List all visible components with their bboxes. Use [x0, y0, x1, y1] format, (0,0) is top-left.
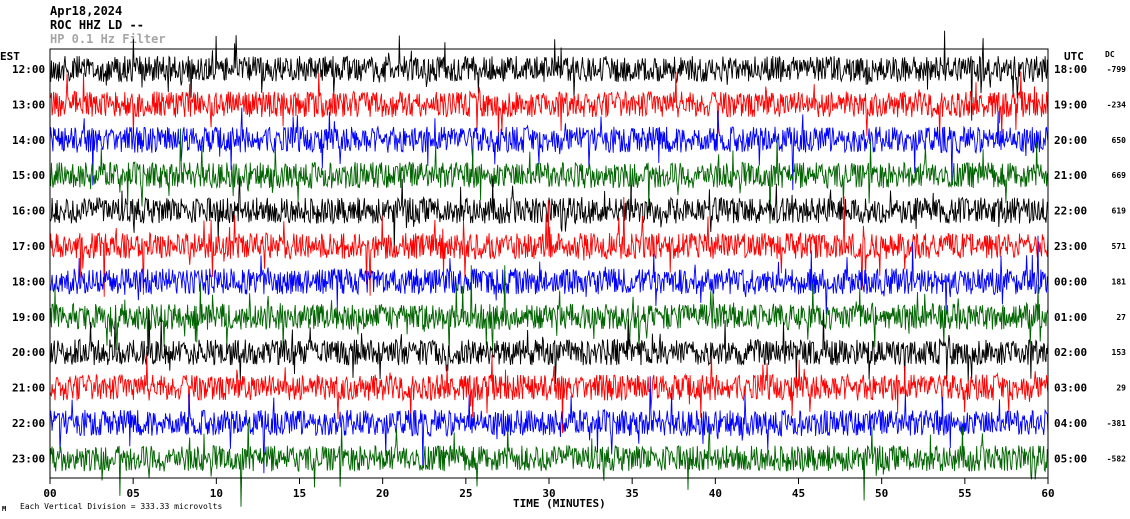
dc-value: -799	[1107, 65, 1126, 74]
utc-label: 19:00	[1054, 98, 1087, 111]
dc-value: 650	[1112, 136, 1127, 145]
trace-row-1500	[49, 128, 1049, 224]
est-label: 20:00	[12, 346, 45, 359]
trace-row-2200	[49, 376, 1049, 474]
utc-label: 21:00	[1054, 169, 1087, 182]
x-tick-label: 05	[127, 487, 140, 500]
dc-label: DC	[1105, 50, 1115, 59]
trace-row-1200	[49, 30, 1049, 121]
est-label: 21:00	[12, 382, 45, 395]
plot-frame	[49, 48, 1049, 479]
footer-note: Each Vertical Division = 333.33 microvol…	[20, 502, 222, 511]
x-tick-label: 00	[43, 487, 56, 500]
utc-label: 23:00	[1054, 240, 1087, 253]
trace-row-1600	[49, 177, 1049, 253]
utc-label: 02:00	[1054, 346, 1087, 359]
est-label: 17:00	[12, 240, 45, 253]
dc-value: 27	[1116, 313, 1126, 322]
left-zone-label: EST	[0, 50, 20, 63]
est-label: 14:00	[12, 134, 45, 147]
trace-row-1800	[49, 235, 1049, 315]
est-label: 16:00	[12, 205, 45, 218]
x-tick-label: 45	[792, 487, 805, 500]
x-tick-label: 15	[293, 487, 306, 500]
dc-value: 669	[1112, 171, 1127, 180]
dc-value: 619	[1112, 207, 1127, 216]
est-label: 15:00	[12, 169, 45, 182]
est-label: 13:00	[12, 98, 45, 111]
utc-label: 22:00	[1054, 205, 1087, 218]
x-tick-label: 20	[376, 487, 389, 500]
x-axis-label: TIME (MINUTES)	[513, 497, 606, 510]
trace-row-1300	[49, 71, 1049, 139]
dc-value: 181	[1112, 277, 1127, 286]
x-tick-label: 35	[626, 487, 639, 500]
utc-label: 05:00	[1054, 452, 1087, 465]
est-label: 18:00	[12, 275, 45, 288]
trace-row-2300	[49, 419, 1049, 507]
utc-label: 00:00	[1054, 275, 1087, 288]
utc-label: 03:00	[1054, 382, 1087, 395]
dc-value: 571	[1112, 242, 1127, 251]
utc-label: 04:00	[1054, 417, 1087, 430]
x-tick-label: 25	[459, 487, 472, 500]
est-label: 19:00	[12, 311, 45, 324]
dc-value: -582	[1107, 454, 1126, 463]
utc-label: 18:00	[1054, 63, 1087, 76]
est-label: 23:00	[12, 452, 45, 465]
x-tick-label: 55	[958, 487, 971, 500]
utc-label: 20:00	[1054, 134, 1087, 147]
right-zone-label: UTC	[1064, 50, 1084, 63]
x-tick-label: 10	[210, 487, 223, 500]
trace-row-2100	[49, 354, 1049, 434]
filter-title: HP 0.1 Hz Filter	[50, 32, 166, 46]
dc-value: 153	[1112, 348, 1127, 357]
trace-row-2000	[49, 309, 1049, 385]
footer-mark: M	[2, 505, 6, 513]
utc-label: 01:00	[1054, 311, 1087, 324]
trace-row-1700	[49, 196, 1049, 297]
dc-value: -381	[1107, 419, 1126, 428]
x-axis-ticks: 00 05 10 15 20 25 30 35 40 45 50 55 60	[43, 478, 1055, 500]
x-tick-label: 30	[542, 487, 555, 500]
trace-row-1400	[49, 107, 1049, 191]
trace-row-1900	[49, 265, 1049, 358]
station-title: ROC HHZ LD --	[50, 18, 144, 32]
est-label: 22:00	[12, 417, 45, 430]
x-tick-label: 50	[875, 487, 888, 500]
seismic-traces	[49, 30, 1049, 507]
x-tick-label: 40	[709, 487, 722, 500]
dc-value: 29	[1116, 384, 1126, 393]
est-label: 12:00	[12, 63, 45, 76]
x-tick-label: 60	[1041, 487, 1054, 500]
row-labels: 12:00 18:00 -799 13:00 19:00 -234 14:00 20:00 65…	[12, 63, 1126, 465]
dc-value: -234	[1107, 100, 1126, 109]
date-title: Apr18,2024	[50, 4, 123, 18]
